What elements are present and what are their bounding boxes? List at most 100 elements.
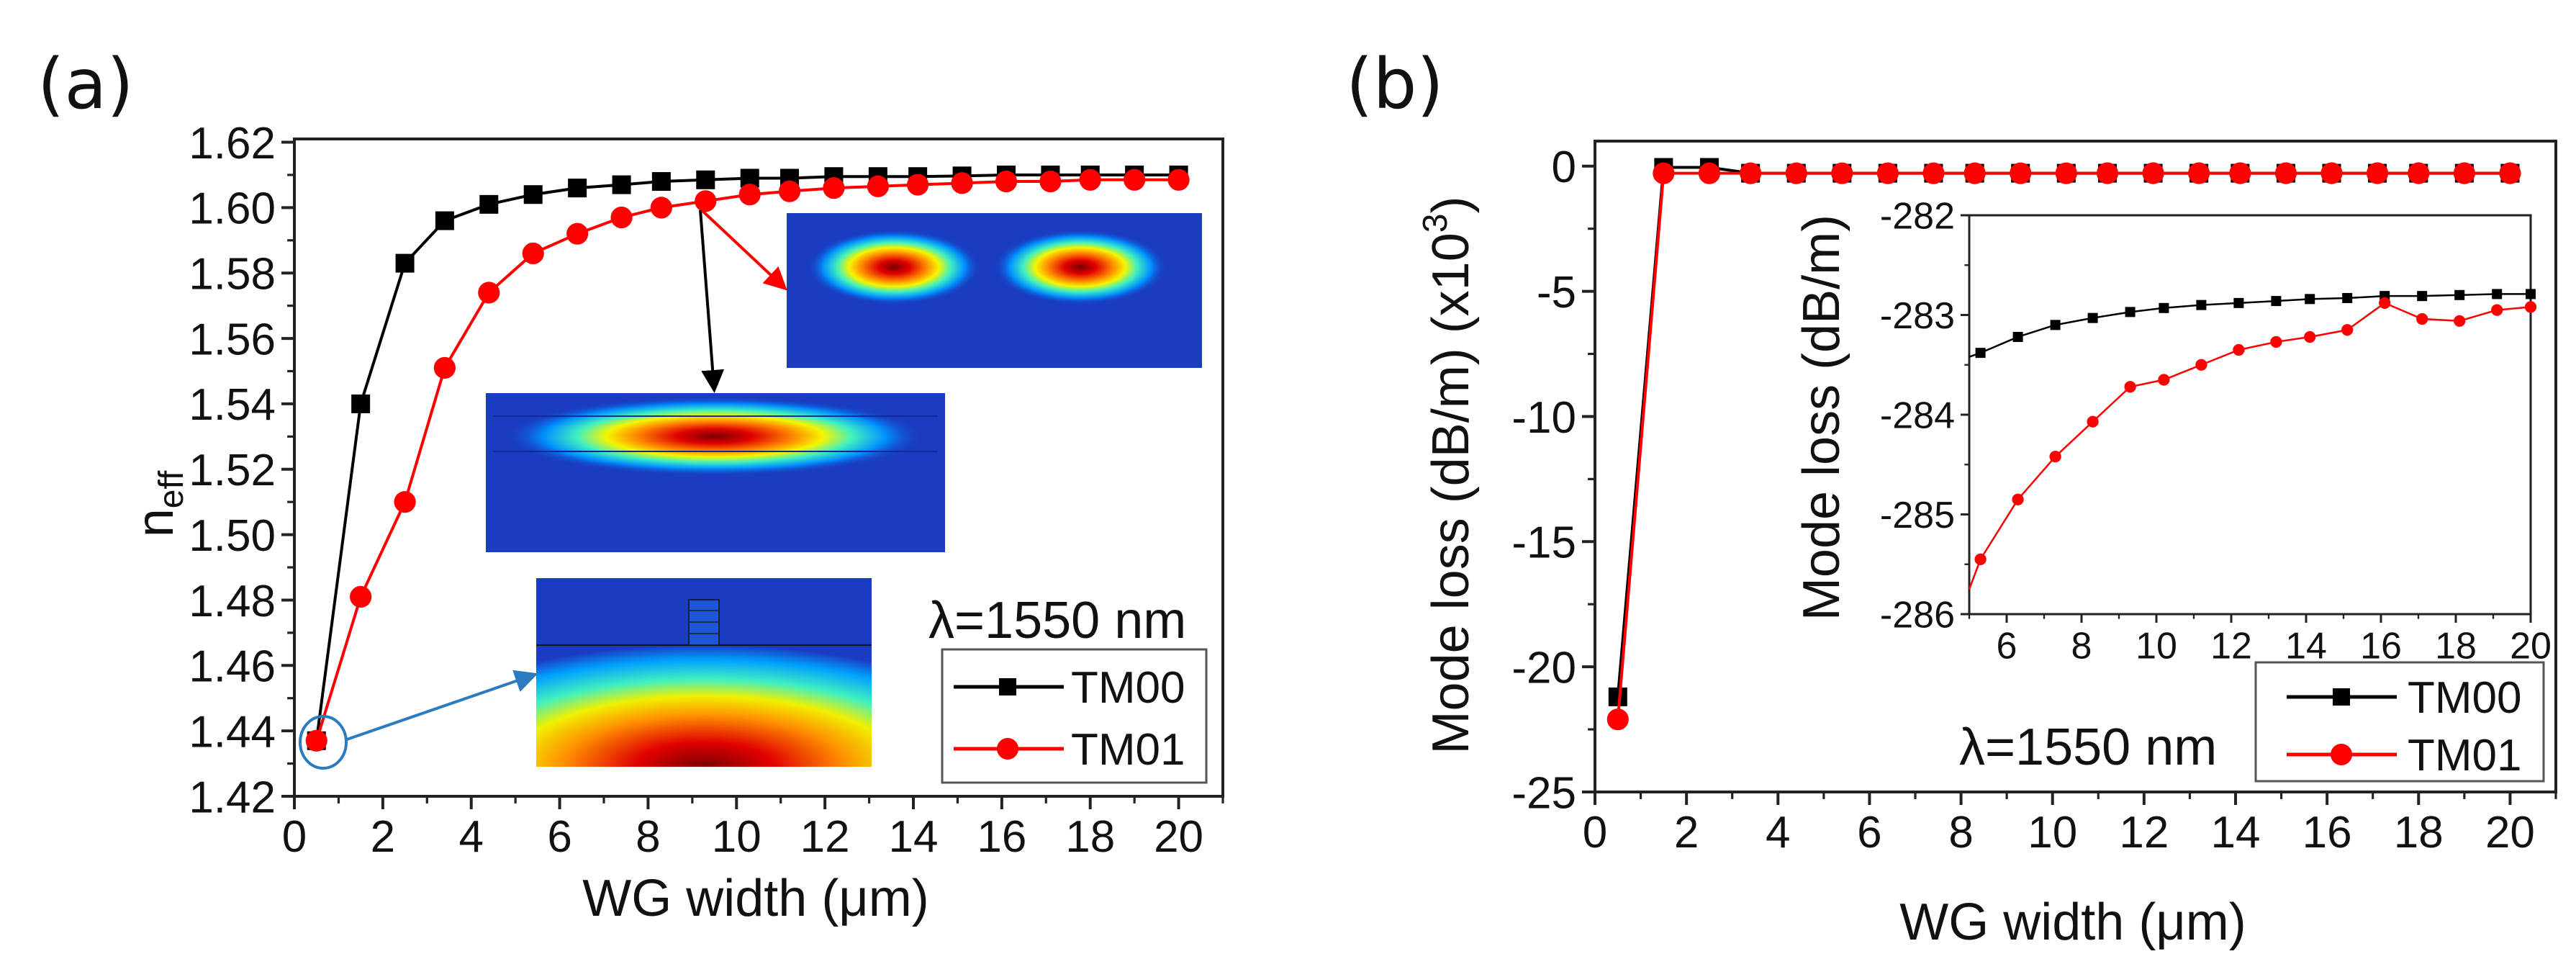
data-point-square [395, 253, 415, 273]
data-point-square [612, 175, 631, 194]
x-tick-label: 4 [458, 812, 483, 862]
y-tick-label: -15 [1511, 518, 1576, 568]
x-tick-label: 6 [1997, 625, 2017, 667]
x-tick-label: 18 [2394, 808, 2444, 857]
y-tick-label: -286 [1880, 595, 1955, 636]
y-tick-label: 1.60 [189, 184, 276, 234]
data-point-square [2454, 289, 2465, 300]
data-point-circle [2049, 451, 2061, 463]
data-point-circle [995, 170, 1018, 193]
x-tick-label: 14 [889, 812, 939, 862]
data-point-circle [2142, 162, 2164, 184]
data-point-circle [478, 282, 500, 304]
data-point-circle [2454, 315, 2466, 327]
data-point-circle [2270, 336, 2282, 348]
x-tick-label: 6 [547, 812, 571, 862]
legend-box [941, 648, 1208, 784]
legend-box [2254, 661, 2545, 783]
data-point-circle [522, 242, 544, 265]
data-point-square [1975, 348, 1986, 359]
data-point-square [2526, 289, 2536, 300]
legend-marker-square [999, 678, 1016, 695]
x-tick-label: 18 [1065, 812, 1115, 862]
data-point-circle [650, 197, 672, 219]
data-point-circle [2491, 304, 2503, 316]
series-tm01 [1968, 297, 2537, 590]
y-tick-label: -20 [1511, 643, 1576, 693]
data-point-square [435, 211, 454, 230]
data-point-square [2012, 331, 2023, 342]
y-tick-label: 1.62 [189, 119, 276, 168]
legend-label-tm01: TM01 [1071, 725, 1185, 775]
data-point-square [2050, 320, 2061, 330]
legend-marker-square [2333, 688, 2350, 706]
data-point-circle [305, 729, 327, 752]
data-point-circle [2233, 343, 2245, 356]
waveguide-layers [689, 610, 719, 634]
data-point-circle [2320, 162, 2343, 184]
x-tick-label: 2 [1674, 808, 1699, 857]
data-point-circle [1124, 168, 1146, 191]
data-point-circle [2499, 162, 2521, 184]
legend-marker-circle [997, 738, 1018, 760]
substrate-field [536, 645, 872, 767]
wavelength-annotation-b: λ=1550 nm [1959, 719, 2217, 776]
y-tick-label: -283 [1880, 295, 1955, 337]
x-tick-label: 6 [1857, 808, 1881, 857]
data-point-square [2196, 300, 2207, 310]
y-tick-label: 1.44 [189, 707, 276, 757]
mode-lobe [994, 230, 1167, 305]
x-tick-label: 4 [1766, 808, 1790, 857]
x-tick-label: 20 [2485, 808, 2535, 857]
data-point-circle [2158, 374, 2170, 386]
data-point-circle [2010, 162, 2032, 184]
data-point-circle [951, 172, 973, 194]
y-tick-label: 1.58 [189, 250, 276, 300]
data-point-circle [394, 491, 416, 513]
data-point-square [568, 179, 587, 198]
x-tick-label: 12 [800, 812, 850, 862]
legend-a: TM00 TM01 [941, 648, 1208, 784]
y-tick-label: 1.48 [189, 577, 276, 626]
legend-label-tm01: TM01 [2408, 731, 2521, 780]
data-point-circle [1963, 162, 1986, 184]
data-point-circle [778, 180, 801, 202]
y-tick-label: 1.46 [189, 642, 276, 692]
x-tick-label: 20 [1154, 812, 1203, 862]
y-axis-title-inset: Mode loss (dB/m) [1793, 215, 1850, 621]
x-tick-label: 16 [2302, 808, 2352, 857]
data-point-circle [2124, 381, 2136, 393]
data-point-circle [1698, 162, 1721, 184]
data-point-circle [867, 175, 889, 197]
data-point-circle [695, 190, 717, 212]
mode-profile-tm00-image [486, 393, 945, 552]
data-point-square [2305, 294, 2315, 305]
data-point-circle [2408, 162, 2430, 184]
panel-label-b: (b) [1346, 44, 1444, 125]
data-point-circle [2055, 162, 2077, 184]
data-point-circle [1167, 168, 1190, 191]
data-point-circle [2453, 162, 2475, 184]
data-point-circle [2341, 324, 2354, 336]
y-axis-title-b-suffix: ) [1422, 197, 1480, 214]
series-tm01 [1606, 162, 2521, 731]
x-tick-label: 14 [2211, 808, 2261, 857]
x-tick-label: 0 [282, 812, 307, 862]
y-tick-label: 1.52 [189, 446, 276, 495]
highlight-circle [299, 715, 348, 770]
data-point-circle [2195, 359, 2207, 371]
x-tick-label: 8 [636, 812, 660, 862]
data-point-circle [1740, 162, 1762, 184]
x-tick-label: 10 [2136, 625, 2177, 667]
plot-frame [1968, 214, 2532, 616]
arrow-to-tm01-profile [700, 209, 787, 291]
data-point-square [651, 172, 671, 192]
data-point-square [479, 194, 499, 214]
series-tm01 [305, 168, 1190, 752]
data-point-circle [2274, 162, 2297, 184]
y-tick-label: 1.54 [189, 380, 276, 430]
data-point-circle [2087, 415, 2099, 428]
mode-lobe [506, 397, 923, 476]
x-tick-label: 18 [2435, 625, 2477, 667]
x-axis-title-b: WG width (μm) [1899, 893, 2246, 951]
